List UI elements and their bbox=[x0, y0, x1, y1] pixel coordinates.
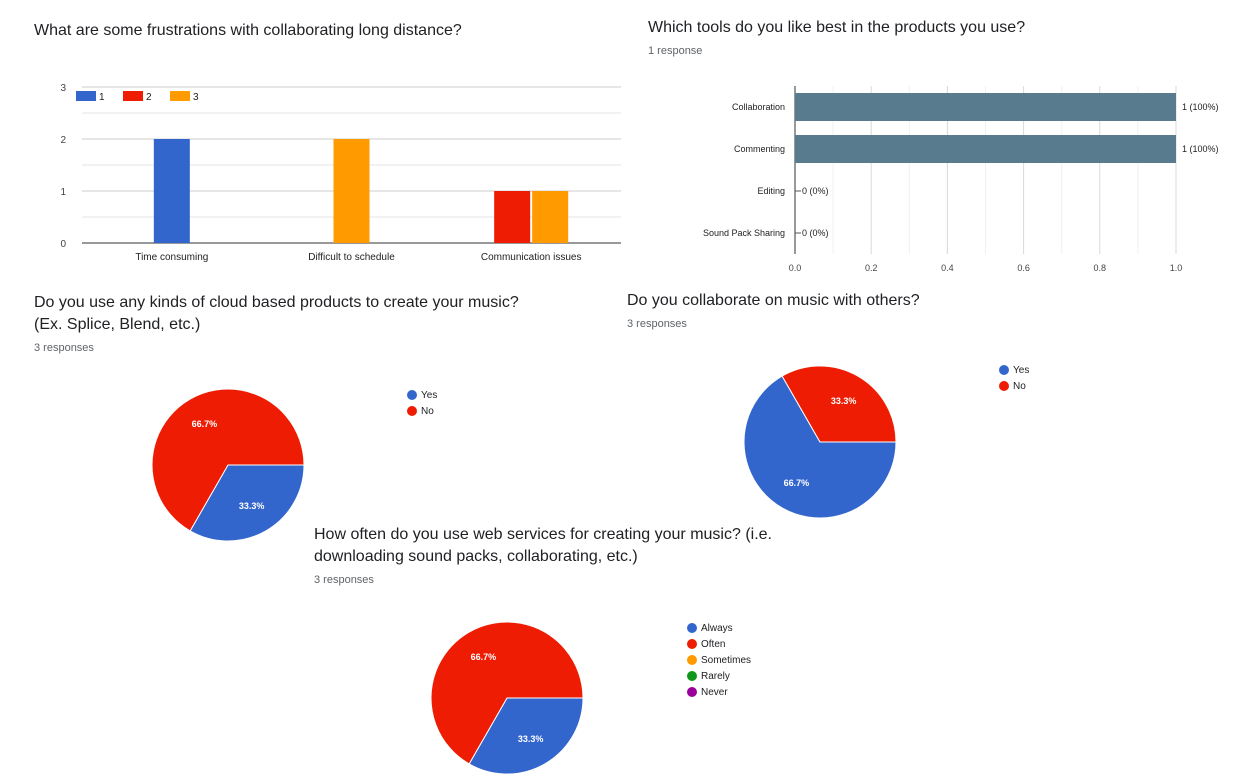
question-title: What are some frustrations with collabor… bbox=[34, 22, 462, 39]
y-tick-label: Editing bbox=[757, 186, 785, 196]
slice-label: 66.7% bbox=[784, 478, 810, 488]
legend-item: Yes bbox=[407, 387, 437, 403]
legend-label: Yes bbox=[1013, 364, 1030, 376]
legend-label: Often bbox=[701, 638, 726, 650]
question-tools: Which tools do you like best in the prod… bbox=[648, 17, 1025, 57]
pie-slice bbox=[189, 464, 305, 542]
legend-label: Rarely bbox=[701, 670, 730, 682]
question-title-line1: Do you use any kinds of cloud based prod… bbox=[34, 294, 519, 311]
bar bbox=[494, 191, 531, 243]
frustrations-bar-chart: 0 1 2 3 Time consuming Difficult to schedule C… bbox=[60, 83, 621, 263]
response-count: 3 responses bbox=[314, 574, 374, 586]
data-label: 1 (100%) bbox=[1182, 102, 1219, 112]
y-tick-label: 0 bbox=[60, 239, 66, 250]
slice-label: 33.3% bbox=[518, 734, 544, 744]
x-tick-label: 1.0 bbox=[1170, 263, 1183, 273]
slice-label: 66.7% bbox=[192, 419, 218, 429]
legend-item: Always bbox=[687, 620, 751, 636]
legend-label: Never bbox=[701, 686, 728, 698]
x-tick-label: 0.2 bbox=[865, 263, 878, 273]
bar bbox=[795, 93, 1176, 121]
tools-bar-chart: 0.0 0.2 0.4 0.6 0.8 1.0 Collaboration 1 (100%) C… bbox=[703, 86, 1219, 273]
legend-swatch bbox=[687, 671, 697, 681]
x-tick-label: 0.4 bbox=[941, 263, 954, 273]
legend-label: No bbox=[421, 405, 434, 417]
y-tick-label: Commenting bbox=[734, 144, 785, 154]
legend-label: Yes bbox=[421, 389, 438, 401]
collaborate-pie-chart: 66.7% 33.3% bbox=[743, 365, 897, 519]
x-tick-label: 0.6 bbox=[1017, 263, 1030, 273]
x-tick-label: Time consuming bbox=[135, 252, 208, 263]
legend-label: Always bbox=[701, 622, 733, 634]
x-tick-label: Communication issues bbox=[481, 252, 582, 263]
legend-swatch bbox=[687, 655, 697, 665]
bar bbox=[333, 139, 370, 243]
legend-item: Yes bbox=[999, 362, 1029, 378]
slice-label: 33.3% bbox=[831, 396, 857, 406]
collaborate-legend: Yes No bbox=[999, 362, 1029, 394]
legend-swatch bbox=[76, 91, 96, 101]
pie-slice bbox=[151, 388, 305, 532]
legend-swatch bbox=[687, 639, 697, 649]
question-title-line2: downloading sound packs, collaborating, … bbox=[314, 548, 638, 565]
pie-slice bbox=[781, 365, 897, 443]
legend-label: 3 bbox=[193, 92, 199, 103]
response-count: 3 responses bbox=[34, 342, 94, 354]
web-services-pie-chart: 33.3% 66.7% bbox=[430, 621, 584, 775]
legend-swatch bbox=[123, 91, 143, 101]
data-label: 0 (0%) bbox=[802, 228, 829, 238]
legend-item: Rarely bbox=[687, 668, 751, 684]
y-tick-label: 3 bbox=[60, 83, 66, 94]
question-web-services: How often do you use web services for cr… bbox=[314, 524, 772, 586]
y-tick-label: Sound Pack Sharing bbox=[703, 228, 785, 238]
data-label: 1 (100%) bbox=[1182, 144, 1219, 154]
x-tick-label: 0.0 bbox=[789, 263, 802, 273]
cloud-products-legend: Yes No bbox=[407, 387, 437, 419]
pie-slice bbox=[468, 697, 584, 775]
question-title-line1: How often do you use web services for cr… bbox=[314, 526, 772, 543]
legend-swatch bbox=[687, 687, 697, 697]
legend-item: Never bbox=[687, 684, 751, 700]
cloud-products-pie-chart: 33.3% 66.7% bbox=[151, 388, 305, 542]
legend-swatch bbox=[687, 623, 697, 633]
legend-item: Often bbox=[687, 636, 751, 652]
question-title: Which tools do you like best in the prod… bbox=[648, 19, 1026, 36]
legend-label: Sometimes bbox=[701, 654, 752, 666]
data-label: 0 (0%) bbox=[802, 186, 829, 196]
legend-item: No bbox=[407, 403, 437, 419]
question-frustrations: What are some frustrations with collabor… bbox=[34, 20, 462, 42]
legend-swatch bbox=[407, 390, 417, 400]
bar bbox=[795, 135, 1176, 163]
legend-item: No bbox=[999, 378, 1029, 394]
legend-item: Sometimes bbox=[687, 652, 751, 668]
x-tick-label: 0.8 bbox=[1094, 263, 1107, 273]
legend-swatch bbox=[999, 381, 1009, 391]
y-tick-label: 2 bbox=[60, 135, 66, 146]
legend-label: 1 bbox=[99, 92, 105, 103]
bar bbox=[532, 191, 569, 243]
question-collaborate: Do you collaborate on music with others?… bbox=[627, 290, 920, 330]
slice-label: 66.7% bbox=[471, 652, 497, 662]
legend-swatch bbox=[407, 406, 417, 416]
question-title: Do you collaborate on music with others? bbox=[627, 292, 920, 309]
question-title-line2: (Ex. Splice, Blend, etc.) bbox=[34, 316, 201, 333]
response-count: 3 responses bbox=[627, 318, 687, 330]
legend-swatch bbox=[999, 365, 1009, 375]
question-cloud-products: Do you use any kinds of cloud based prod… bbox=[34, 292, 519, 354]
y-tick-label: Collaboration bbox=[732, 102, 785, 112]
x-tick-label: Difficult to schedule bbox=[308, 252, 395, 263]
y-tick-label: 1 bbox=[60, 187, 66, 198]
legend-label: 2 bbox=[146, 92, 152, 103]
legend-label: No bbox=[1013, 380, 1026, 392]
bar bbox=[153, 139, 190, 243]
slice-label: 33.3% bbox=[239, 501, 265, 511]
legend-swatch bbox=[170, 91, 190, 101]
pie-slice bbox=[430, 621, 584, 765]
web-services-legend: Always Often Sometimes Rarely Never bbox=[687, 620, 751, 700]
response-count: 1 response bbox=[648, 45, 703, 57]
pie-slice bbox=[743, 375, 897, 519]
